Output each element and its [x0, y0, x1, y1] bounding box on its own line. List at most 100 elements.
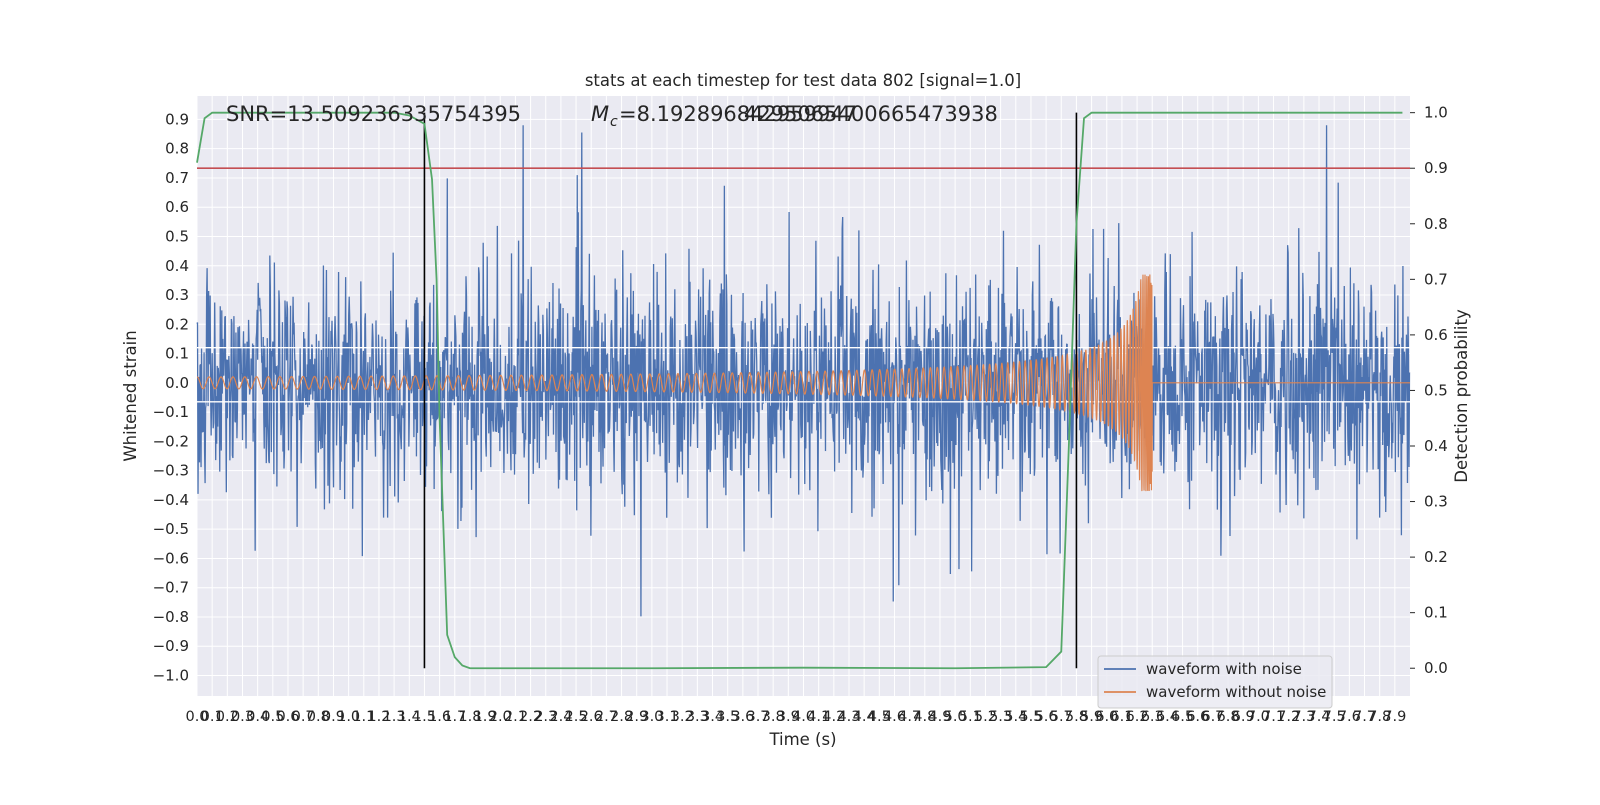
x-tick-label: 5.3 [989, 709, 1012, 725]
x-tick-label: 3.2 [671, 709, 694, 725]
x-tick-label: 6.2 [1126, 709, 1149, 725]
x-tick-label: 6.3 [1141, 709, 1164, 725]
y-tick-label-right: 0.1 [1424, 604, 1448, 622]
x-tick-label: 5.4 [1004, 709, 1027, 725]
x-tick-label: 3.6 [731, 709, 754, 725]
x-tick-label: 6.5 [1171, 709, 1194, 725]
y-tick-label-left: −0.2 [153, 432, 189, 450]
x-tick-label: 3.3 [686, 709, 709, 725]
x-tick-label: 3.4 [701, 709, 724, 725]
x-tick-label: 6.4 [1156, 709, 1179, 725]
x-tick-label: 0.1 [201, 709, 224, 725]
x-tick-label: 6.8 [1217, 709, 1240, 725]
x-tick-label: 4.9 [928, 709, 951, 725]
x-tick-label: 1.0 [337, 709, 360, 725]
x-tick-label: 0.9 [322, 709, 345, 725]
y-tick-label-right: 0.3 [1424, 493, 1448, 511]
x-axis-label: Time (s) [768, 730, 836, 749]
y-tick-label-right: 0.0 [1424, 659, 1448, 677]
x-tick-label: 2.6 [580, 709, 603, 725]
x-tick-label: 4.8 [913, 709, 936, 725]
x-tick-label: 1.4 [398, 709, 421, 725]
x-tick-label: 5.6 [1035, 709, 1058, 725]
x-tick-label: 7.1 [1262, 709, 1285, 725]
y-tick-label-left: 0.3 [165, 286, 189, 304]
x-tick-label: 2.2 [519, 709, 542, 725]
y-tick-label-left: −0.5 [153, 520, 189, 538]
x-tick-label: 2.1 [504, 709, 527, 725]
legend-label-noise: waveform with noise [1146, 660, 1302, 678]
mc-symbol: M [591, 102, 609, 126]
x-tick-label: 5.7 [1050, 709, 1073, 725]
x-tick-label: 6.6 [1186, 709, 1209, 725]
x-tick-label: 5.5 [1019, 709, 1042, 725]
x-tick-label: 5.8 [1065, 709, 1088, 725]
x-tick-label: 3.7 [746, 709, 769, 725]
y-tick-label-left: −0.9 [153, 637, 189, 655]
legend: waveform with noise waveform without noi… [1097, 655, 1333, 709]
x-tick-label: 4.6 [883, 709, 906, 725]
x-tick-label: 6.9 [1232, 709, 1255, 725]
x-tick-label: 7.4 [1307, 709, 1330, 725]
x-tick-label: 0.6 [276, 709, 299, 725]
x-tick-label: 4.1 [807, 709, 830, 725]
y-tick-label-left: 0.0 [165, 374, 189, 392]
mc-value: =8.192896842959947 [619, 102, 857, 126]
x-tick-label: 1.1 [352, 709, 375, 725]
legend-label-clean: waveform without noise [1146, 683, 1326, 701]
y-tick-label-right: 0.2 [1424, 548, 1448, 566]
x-tick-label: 4.5 [868, 709, 891, 725]
x-tick-label: 1.5 [413, 709, 436, 725]
mc-subscript: c [610, 114, 618, 130]
legend-box [1097, 655, 1333, 709]
x-tick-label: 4.2 [822, 709, 845, 725]
y-tick-label-left: 0.9 [165, 110, 189, 128]
y-tick-label-right: 1.0 [1424, 104, 1448, 122]
x-tick-label: 4.7 [898, 709, 921, 725]
x-tick-label: 1.8 [458, 709, 481, 725]
x-tick-label: 7.8 [1368, 709, 1391, 725]
white-lines-layer [197, 167, 1410, 403]
x-tick-label: 7.5 [1323, 709, 1346, 725]
y-tick-label-left: −0.1 [153, 403, 189, 421]
x-tick-label: 6.0 [1095, 709, 1118, 725]
y-tick-label-right: 0.6 [1424, 326, 1448, 344]
chart-title: stats at each timestep for test data 802… [585, 71, 1021, 90]
x-tick-label: 7.7 [1353, 709, 1376, 725]
mc-value-overlap: 4295065400665473938 [744, 102, 998, 126]
x-tick-label: 3.9 [777, 709, 800, 725]
x-tick-label: 1.9 [474, 709, 497, 725]
y-tick-label-left: 0.4 [165, 257, 189, 275]
y-tick-label-left: 0.7 [165, 169, 189, 187]
x-tick-label: 0.7 [292, 709, 315, 725]
y-tick-label-right: 0.7 [1424, 270, 1448, 288]
y-tick-label-left: 0.8 [165, 140, 189, 158]
x-tick-label: 2.4 [549, 709, 572, 725]
x-tick-label: 3.8 [762, 709, 785, 725]
x-tick-label: 3.5 [716, 709, 739, 725]
x-tick-label: 7.3 [1292, 709, 1315, 725]
x-tick-label: 6.1 [1110, 709, 1133, 725]
x-tick-label: 5.0 [944, 709, 967, 725]
probability-layer [196, 111, 1403, 670]
x-tick-label: 5.2 [974, 709, 997, 725]
x-tick-label: 0.0 [185, 709, 208, 725]
y-axis-label-right: Detection probability [1452, 309, 1471, 483]
x-tick-label: 3.1 [656, 709, 679, 725]
x-tick-label: 0.4 [246, 709, 269, 725]
y-tick-label-left: −0.3 [153, 462, 189, 480]
x-tick-label: 7.6 [1338, 709, 1361, 725]
y-tick-label-right: 0.4 [1424, 437, 1448, 455]
x-tick-label: 1.7 [443, 709, 466, 725]
y-tick-label-right: 0.5 [1424, 381, 1448, 399]
x-tick-label: 0.8 [307, 709, 330, 725]
y-tick-label-left: 0.5 [165, 227, 189, 245]
y-tick-label-left: −1.0 [153, 667, 189, 685]
x-tick-label: 5.1 [959, 709, 982, 725]
series-line-waveform-without-noise [197, 274, 1410, 492]
y-tick-label-left: −0.8 [153, 608, 189, 626]
x-tick-label: 1.3 [383, 709, 406, 725]
x-tick-label: 2.3 [534, 709, 557, 725]
y-tick-label-left: 0.6 [165, 198, 189, 216]
